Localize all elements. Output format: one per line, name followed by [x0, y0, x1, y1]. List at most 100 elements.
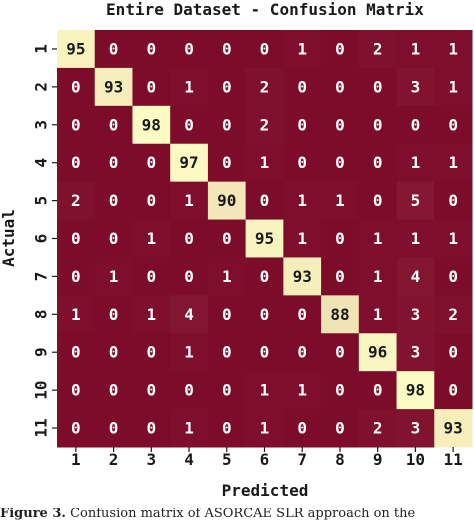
- heatmap-cell-r9-c8: [321, 333, 360, 372]
- cell-value-label: 0: [146, 153, 156, 172]
- heatmap-cell-r6-c10: [396, 219, 435, 258]
- heatmap-cell-r6-c2: [94, 219, 133, 258]
- x-tick-label: 2: [109, 450, 119, 469]
- heatmap-cell-r5-c9: [358, 181, 398, 221]
- cell-value-label: 0: [184, 39, 194, 58]
- heatmap-cell-r6-c11: [434, 219, 473, 258]
- heatmap-cell-r7-c1: [57, 257, 96, 296]
- heatmap-cell-r11-c8: [321, 409, 360, 448]
- heatmap-cell-r11-c11: [434, 409, 473, 448]
- cell-value-label: 0: [448, 381, 458, 400]
- cell-value-label: 0: [71, 115, 81, 134]
- cell-value-label: 0: [109, 381, 119, 400]
- cell-value-label: 0: [109, 115, 119, 134]
- heatmap-cell-r10-c6: [245, 371, 284, 410]
- heatmap-cell-r10-c9: [358, 371, 398, 410]
- cell-value-label: 4: [411, 267, 421, 286]
- cell-value-label: 2: [373, 39, 383, 58]
- heatmap-cell-r3-c10: [396, 105, 435, 145]
- heatmap-cell-r6-c5: [207, 219, 247, 258]
- caption-text: Confusion matrix of ASORCAE SLR approach…: [70, 508, 416, 520]
- cell-value-label: 88: [330, 305, 349, 324]
- heatmap-cell-r7-c7: [283, 257, 322, 296]
- heatmap-cell-r1-c3: [132, 30, 171, 69]
- cell-value-label: 0: [184, 229, 194, 248]
- x-tick-label: 9: [373, 450, 383, 469]
- heatmap-cell-r8-c4: [170, 295, 209, 334]
- cell-value-label: 1: [146, 229, 156, 248]
- cell-value-label: 0: [373, 115, 383, 134]
- heatmap-cell-r2-c6: [245, 67, 284, 107]
- y-tick-label: 3: [32, 120, 51, 130]
- cell-value-label: 0: [109, 419, 119, 438]
- cell-value-label: 0: [222, 115, 232, 134]
- y-tick-label: 8: [32, 309, 51, 319]
- cell-value-label: 1: [184, 343, 194, 362]
- heatmap-cell-r11-c2: [94, 409, 133, 448]
- heatmap-cell-r4-c5: [207, 143, 247, 183]
- heatmap-cell-r1-c6: [245, 30, 284, 69]
- x-tick-label: 5: [222, 450, 232, 469]
- heatmap-cell-r7-c3: [132, 257, 171, 296]
- heatmap-cell-r3-c6: [245, 105, 284, 145]
- caption-label: Figure 3.: [0, 508, 66, 520]
- heatmap-cell-r5-c6: [245, 181, 284, 221]
- y-tick-label: 2: [32, 82, 51, 92]
- heatmap-cell-r11-c7: [283, 409, 322, 448]
- heatmap-cell-r6-c7: [283, 219, 322, 258]
- heatmap-cell-r2-c7: [283, 67, 322, 107]
- cell-value-label: 0: [222, 305, 232, 324]
- heatmap-cell-r1-c7: [283, 30, 322, 69]
- heatmap-cell-r3-c11: [434, 105, 473, 145]
- heatmap-cell-r1-c9: [358, 30, 398, 69]
- heatmap-cell-r1-c8: [321, 30, 360, 69]
- heatmap-cell-r11-c4: [170, 409, 209, 448]
- heatmap-cell-r2-c5: [207, 67, 247, 107]
- cell-value-label: 0: [71, 381, 81, 400]
- cell-value-label: 1: [71, 305, 81, 324]
- cell-value-label: 0: [71, 229, 81, 248]
- heatmap-cell-r9-c7: [283, 333, 322, 372]
- cell-value-label: 0: [109, 39, 119, 58]
- cell-value-label: 0: [373, 153, 383, 172]
- heatmap-cell-r11-c10: [396, 409, 435, 448]
- heatmap-cell-r2-c10: [396, 67, 435, 107]
- cell-value-label: 0: [222, 381, 232, 400]
- cell-value-label: 98: [406, 381, 425, 400]
- heatmap-cell-r8-c8: [321, 295, 360, 334]
- cell-value-label: 0: [184, 381, 194, 400]
- heatmap-cell-r6-c8: [321, 219, 360, 258]
- cell-value-label: 0: [146, 343, 156, 362]
- heatmap-cell-r9-c4: [170, 333, 209, 372]
- cell-value-label: 0: [297, 77, 307, 96]
- heatmap-cell-r1-c5: [207, 30, 247, 69]
- cell-value-label: 0: [71, 77, 81, 96]
- heatmap-cell-r6-c4: [170, 219, 209, 258]
- cell-value-label: 0: [260, 343, 270, 362]
- cell-value-label: 0: [71, 343, 81, 362]
- cell-value-label: 0: [222, 153, 232, 172]
- heatmap-cell-r8-c11: [434, 295, 473, 334]
- cell-value-label: 0: [335, 381, 345, 400]
- heatmap-cell-r1-c10: [396, 30, 435, 69]
- cell-value-label: 4: [184, 305, 194, 324]
- heatmap-cell-r1-c2: [94, 30, 133, 69]
- cell-value-label: 0: [222, 77, 232, 96]
- heatmap-cell-r7-c4: [170, 257, 209, 296]
- heatmap-cell-r3-c5: [207, 105, 247, 145]
- cell-value-label: 0: [184, 267, 194, 286]
- cell-value-label: 93: [104, 77, 123, 96]
- cell-value-label: 0: [260, 191, 270, 210]
- heatmap-cell-r3-c4: [170, 105, 209, 145]
- heatmap-cell-r8-c7: [283, 295, 322, 334]
- cell-value-label: 0: [146, 381, 156, 400]
- y-tick-label: 9: [32, 347, 51, 357]
- heatmap-cell-r5-c10: [396, 181, 435, 221]
- heatmap-cell-r5-c2: [94, 181, 133, 221]
- heatmap-cell-r1-c4: [170, 30, 209, 69]
- heatmap-cell-r8-c5: [207, 295, 247, 334]
- cell-value-label: 1: [146, 305, 156, 324]
- y-tick-label: 7: [32, 272, 51, 282]
- heatmap-cell-r5-c8: [321, 181, 360, 221]
- cell-value-label: 0: [297, 343, 307, 362]
